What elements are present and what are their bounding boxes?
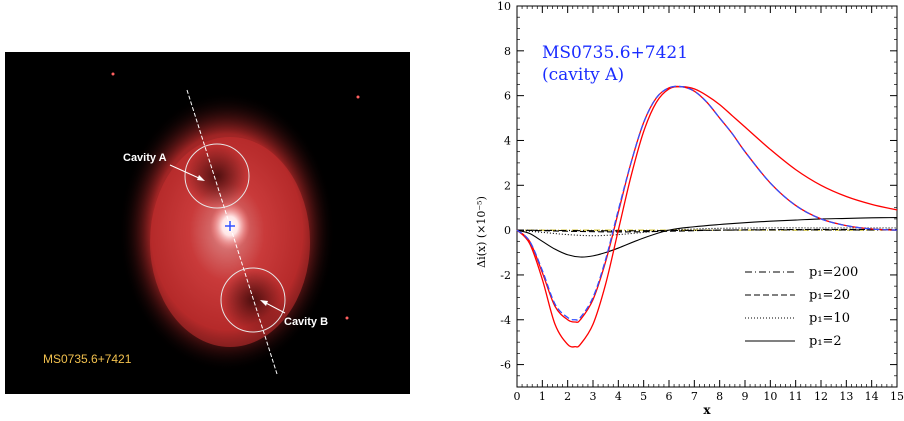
x-tick-label: 5 <box>640 390 647 403</box>
cavity-b-arrowhead <box>260 300 268 306</box>
x-tick-label: 14 <box>865 390 879 403</box>
point-source <box>345 316 349 320</box>
cavity-b-label: Cavity B <box>284 316 328 328</box>
cavity-a-label: Cavity A <box>123 152 167 164</box>
x-tick-label: 11 <box>789 390 803 403</box>
x-tick-label: 9 <box>742 390 749 403</box>
legend-label: p₁=200 <box>809 265 858 280</box>
point-source <box>111 72 115 76</box>
y-tick-label: -2 <box>500 269 511 282</box>
chart-title-line-1: MS0735.6+7421 <box>542 43 688 63</box>
x-tick-label: 4 <box>615 390 622 403</box>
y-tick-label: 8 <box>504 45 511 58</box>
cavity-a-depression <box>187 146 247 206</box>
y-tick-label: 10 <box>497 0 511 13</box>
plot-frame <box>516 5 898 388</box>
y-tick-label: -4 <box>500 314 511 327</box>
x-tick-label: 8 <box>716 390 723 403</box>
series-lines <box>516 85 898 348</box>
chart-title-line-2: (cavity A) <box>542 65 624 85</box>
x-tick-label: 7 <box>691 390 698 403</box>
cavity-b-circle <box>220 267 286 333</box>
legend: p₁=200 p₁=20 p₁=10 p₁=2 <box>745 265 858 349</box>
x-tick-label: 12 <box>814 390 828 403</box>
series-line-7 <box>516 85 898 321</box>
x-tick-label: 15 <box>890 390 904 403</box>
series-line-2 <box>516 228 897 233</box>
x-axis-label: x <box>703 403 711 416</box>
y-tick-label: 6 <box>504 90 511 103</box>
series-line-5 <box>516 86 898 348</box>
cavity-a-arrowhead <box>197 175 205 181</box>
y-tick-label: 0 <box>504 224 511 237</box>
point-source <box>356 95 360 99</box>
x-tick-label: 3 <box>590 390 597 403</box>
x-tick-label: 0 <box>514 390 521 403</box>
xray-image: Cavity A Cavity B MS0735.6+7421 <box>43 72 360 375</box>
x-tick-label: 1 <box>539 390 546 403</box>
xray-image-panel: Cavity A Cavity B MS0735.6+7421 <box>5 52 410 394</box>
legend-label: p₁=20 <box>809 288 850 303</box>
x-tick-label: 6 <box>666 390 673 403</box>
series-line-4 <box>516 217 898 258</box>
profile-chart-panel: 0 1 2 3 4 5 6 7 8 9 10 11 12 13 14 15 -6 -4 -2 0 2 4 6 8 10 MS07… <box>470 0 904 417</box>
center-marker <box>225 221 235 231</box>
legend-label: p₁=2 <box>809 334 842 349</box>
cavity-a-circle <box>184 143 250 209</box>
x-tick-label: 10 <box>763 390 777 403</box>
x-tick-label: 13 <box>839 390 853 403</box>
cavity-b-arrow <box>263 301 286 314</box>
x-tick-label: 2 <box>564 390 571 403</box>
cavity-a-arrow <box>169 164 202 180</box>
cluster-label: MS0735.6+7421 <box>43 352 132 366</box>
legend-label: p₁=10 <box>809 311 850 326</box>
y-tick-label: 2 <box>504 179 511 192</box>
cavity-axis-line <box>186 89 278 375</box>
y-tick-label: 4 <box>504 134 511 147</box>
y-axis-label: Δi(x) (×10⁻⁵) <box>475 196 488 268</box>
cavity-b-depression <box>223 270 283 330</box>
series-line-6 <box>516 85 898 323</box>
y-tick-label: -6 <box>500 359 511 372</box>
